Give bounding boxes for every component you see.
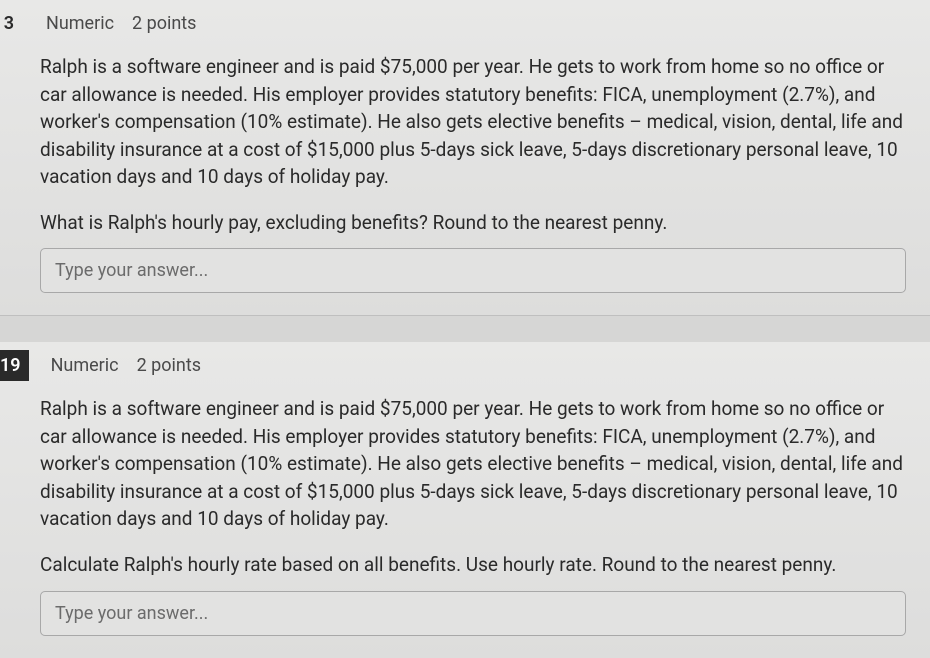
question-paragraph: Ralph is a software engineer and is paid… <box>40 395 906 533</box>
question-number: 19 <box>0 350 29 381</box>
question-header: 19 Numeric 2 points <box>0 350 930 381</box>
question-points: 2 points <box>132 13 196 34</box>
question-block-1: 3 Numeric 2 points Ralph is a software e… <box>0 0 930 316</box>
question-prompt: Calculate Ralph's hourly rate based on a… <box>40 551 906 579</box>
question-prompt: What is Ralph's hourly pay, excluding be… <box>40 209 906 237</box>
question-paragraph: Ralph is a software engineer and is paid… <box>40 53 906 191</box>
question-type: Numeric <box>46 13 114 34</box>
question-type: Numeric <box>51 355 119 376</box>
question-body: Ralph is a software engineer and is paid… <box>0 53 930 293</box>
question-points: 2 points <box>137 355 201 376</box>
question-body: Ralph is a software engineer and is paid… <box>0 395 930 635</box>
answer-input[interactable] <box>40 591 906 636</box>
question-header: 3 Numeric 2 points <box>0 8 930 39</box>
answer-input[interactable] <box>40 248 906 293</box>
question-block-2: 19 Numeric 2 points Ralph is a software … <box>0 342 930 657</box>
block-divider <box>0 316 930 342</box>
question-number: 3 <box>0 8 24 39</box>
